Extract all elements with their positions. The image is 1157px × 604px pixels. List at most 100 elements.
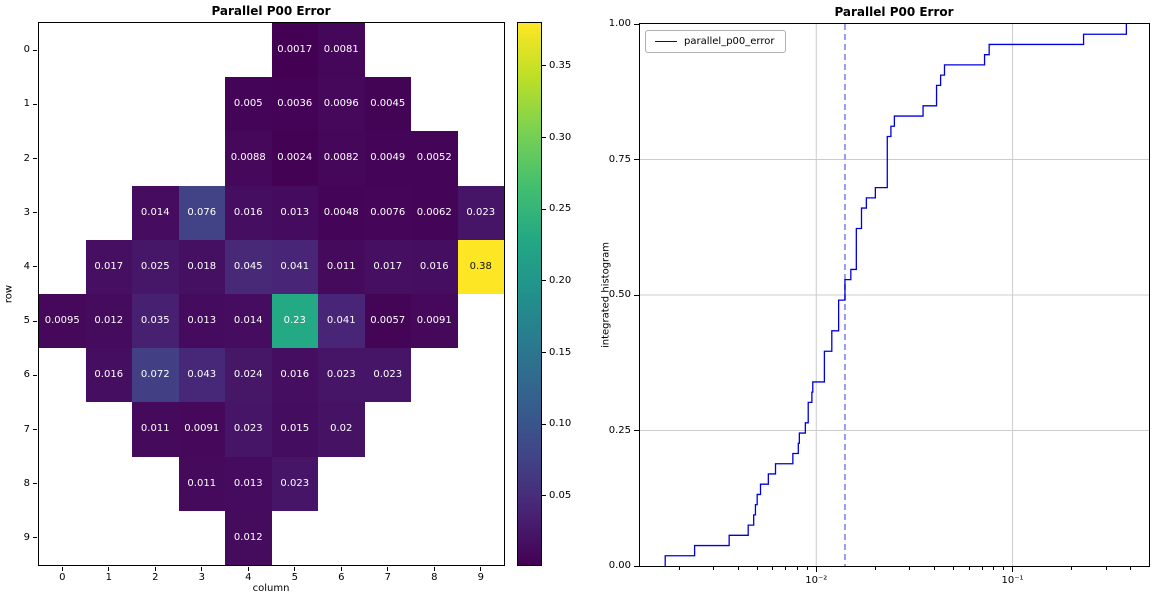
ecdf-x-minor-tick <box>678 567 680 570</box>
ecdf-y-tick <box>634 430 639 431</box>
heatmap-x-tick <box>433 567 435 571</box>
ecdf-x-minor-tick <box>1071 567 1073 570</box>
heatmap-cell: 0.012 <box>225 510 272 565</box>
heatmap-cell: 0.0088 <box>225 131 272 186</box>
ecdf-x-minor-tick <box>756 567 758 570</box>
heatmap-cell: 0.045 <box>225 239 272 294</box>
ecdf-y-tick-label: 0.25 <box>608 424 631 436</box>
colorbar-tick <box>542 208 546 210</box>
heatmap-x-tick-label: 5 <box>291 572 298 583</box>
heatmap-xlabel: column <box>252 583 290 594</box>
ecdf-x-tick <box>1012 567 1014 572</box>
ecdf-x-minor-tick <box>796 567 798 570</box>
heatmap-cell: 0.23 <box>271 294 318 349</box>
ecdf-y-tick-label: 1.00 <box>608 18 631 29</box>
heatmap-x-tick-label: 3 <box>198 572 205 583</box>
ecdf-x-minor-tick <box>981 567 983 570</box>
heatmap-y-tick <box>33 483 37 485</box>
heatmap-cell: 0.023 <box>271 456 318 511</box>
heatmap-cell: 0.013 <box>178 294 225 349</box>
legend-label: parallel_p00_error <box>684 36 775 47</box>
colorbar-tick <box>542 423 546 425</box>
colorbar-tick-label: 0.05 <box>549 489 572 501</box>
heatmap-axes: 0.0017 0.0081 0.005 0.0036 0.0096 0.0045 0.008… <box>38 22 505 566</box>
ecdf-plot-area <box>640 24 1149 566</box>
colorbar-tick-label: 0.20 <box>549 274 572 286</box>
heatmap-y-tick <box>33 49 37 51</box>
heatmap-cell: 0.02 <box>318 402 365 457</box>
heatmap-y-tick <box>33 158 37 159</box>
heatmap-cell: 0.016 <box>271 348 318 403</box>
ecdf-y-tick-label: 0.75 <box>608 153 631 165</box>
heatmap-cell: 0.011 <box>132 402 179 457</box>
heatmap-cell: 0.014 <box>225 294 272 349</box>
heatmap-x-tick <box>108 567 110 571</box>
heatmap-y-tick-label: 7 <box>23 423 30 435</box>
heatmap-x-tick <box>154 567 156 571</box>
heatmap-cell: 0.0062 <box>411 185 458 240</box>
ecdf-y-tick <box>634 294 639 296</box>
heatmap-x-tick-label: 7 <box>384 572 391 583</box>
ecdf-x-minor-tick <box>772 567 774 570</box>
ecdf-line <box>664 24 1128 566</box>
heatmap-cell: 0.0081 <box>318 23 365 78</box>
colorbar-tick-label: 0.15 <box>549 346 572 358</box>
ecdf-axes <box>639 23 1150 567</box>
heatmap-title: Parallel P00 Error <box>211 4 331 18</box>
ecdf-x-minor-tick <box>737 567 739 570</box>
heatmap-cell: 0.0096 <box>318 77 365 132</box>
heatmap-cell: 0.025 <box>132 239 179 294</box>
heatmap-x-tick <box>61 567 63 571</box>
ecdf-x-minor-tick <box>1003 567 1005 570</box>
heatmap-y-tick <box>33 212 37 214</box>
heatmap-y-tick <box>33 103 37 105</box>
heatmap-cell: 0.024 <box>225 348 272 403</box>
ecdf-x-minor-tick <box>713 567 715 570</box>
heatmap-cell: 0.0048 <box>318 185 365 240</box>
colorbar-tick-label: 0.25 <box>549 203 572 215</box>
heatmap-cell: 0.016 <box>225 185 272 240</box>
heatmap-cell: 0.0091 <box>178 402 225 457</box>
ecdf-x-minor-tick <box>1105 567 1107 570</box>
heatmap-cell: 0.013 <box>225 456 272 511</box>
heatmap-cell: 0.023 <box>318 348 365 403</box>
heatmap-y-tick-label: 5 <box>23 315 30 327</box>
heatmap-x-tick-label: 0 <box>59 572 66 583</box>
ecdf-x-minor-tick <box>806 567 808 570</box>
colorbar-tick-label: 0.30 <box>549 131 572 143</box>
heatmap-cell: 0.012 <box>85 294 132 349</box>
ecdf-x-tick-label: 10⁻¹ <box>1001 575 1024 586</box>
heatmap-cell: 0.015 <box>271 402 318 457</box>
heatmap-cell: 0.035 <box>132 294 179 349</box>
heatmap-cell: 0.0036 <box>271 77 318 132</box>
heatmap-y-tick-label: 2 <box>23 152 30 164</box>
heatmap-cell: 0.0052 <box>411 131 458 186</box>
heatmap-x-tick <box>294 567 296 571</box>
heatmap-cell: 0.016 <box>411 239 458 294</box>
heatmap-x-tick <box>340 567 342 571</box>
heatmap-x-tick-label: 4 <box>245 572 252 583</box>
colorbar-tick <box>542 352 546 354</box>
heatmap-cell: 0.023 <box>364 348 411 403</box>
colorbar-tick <box>542 65 546 67</box>
ecdf-x-minor-tick <box>874 567 876 570</box>
heatmap-cell: 0.0091 <box>411 294 458 349</box>
heatmap-y-tick-label: 0 <box>23 44 30 56</box>
heatmap-cell: 0.017 <box>364 239 411 294</box>
ecdf-x-minor-tick <box>909 567 911 570</box>
ecdf-x-minor-tick <box>952 567 954 570</box>
heatmap-cell: 0.014 <box>132 185 179 240</box>
ecdf-x-minor-tick <box>785 567 787 570</box>
heatmap-y-tick-label: 1 <box>23 98 30 110</box>
heatmap-y-tick-label: 8 <box>23 477 30 489</box>
heatmap-y-tick-label: 4 <box>23 260 30 272</box>
heatmap-cell: 0.041 <box>271 239 318 294</box>
heatmap-cell: 0.005 <box>225 77 272 132</box>
colorbar-tick-label: 0.35 <box>549 59 572 71</box>
heatmap-cell: 0.0024 <box>271 131 318 186</box>
heatmap-x-tick-label: 1 <box>105 572 112 583</box>
ecdf-y-tick-label: 0.00 <box>608 560 631 571</box>
heatmap-cell: 0.0045 <box>364 77 411 132</box>
heatmap-cell: 0.018 <box>178 239 225 294</box>
